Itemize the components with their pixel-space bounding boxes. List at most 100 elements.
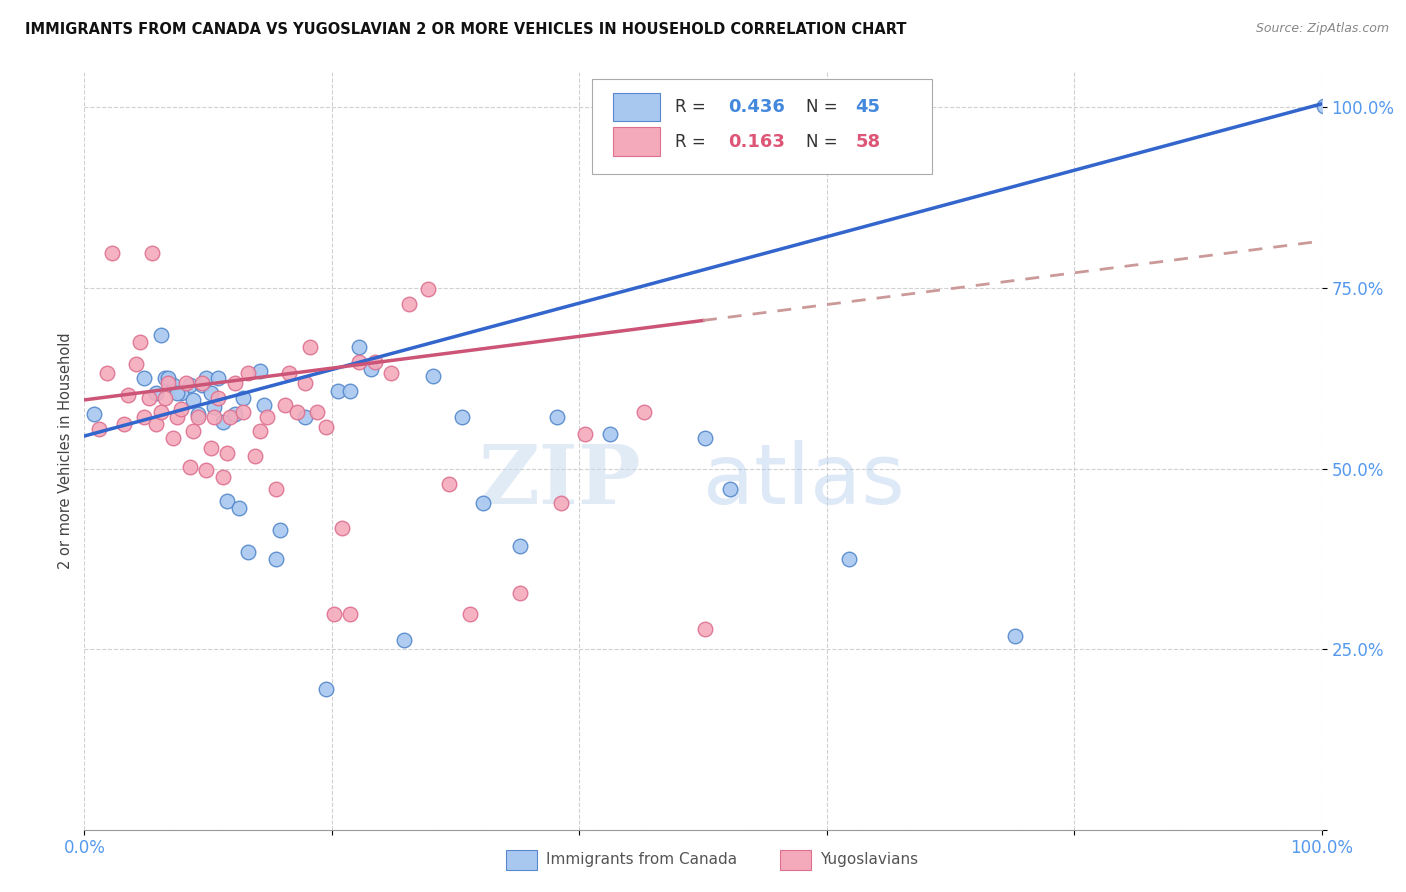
Point	[174, 376, 197, 391]
Point	[243, 449, 266, 463]
Text: Immigrants from Canada: Immigrants from Canada	[546, 853, 737, 867]
Point	[323, 607, 346, 622]
Point	[187, 408, 209, 422]
Point	[450, 409, 472, 424]
Point	[315, 681, 337, 696]
Point	[1313, 99, 1336, 113]
Text: ZIP: ZIP	[478, 441, 641, 521]
Point	[166, 385, 188, 400]
Point	[138, 391, 160, 405]
Point	[232, 405, 254, 419]
Point	[153, 371, 176, 385]
Point	[392, 633, 415, 648]
Point	[633, 405, 655, 419]
Point	[207, 371, 229, 385]
Point	[294, 376, 316, 391]
Point	[471, 496, 494, 510]
Point	[181, 424, 204, 438]
Point	[305, 405, 328, 419]
Point	[170, 385, 193, 400]
Point	[150, 405, 173, 419]
Point	[330, 521, 353, 535]
Point	[212, 415, 235, 429]
Point	[285, 405, 308, 419]
Point	[224, 408, 246, 422]
Point	[228, 501, 250, 516]
Text: Source: ZipAtlas.com: Source: ZipAtlas.com	[1256, 22, 1389, 36]
Point	[96, 366, 118, 380]
Point	[326, 384, 349, 398]
Point	[574, 426, 596, 441]
Point	[181, 392, 204, 407]
Point	[153, 391, 176, 405]
Point	[599, 426, 621, 441]
Point	[145, 417, 167, 431]
Text: 0.163: 0.163	[728, 133, 785, 151]
Point	[194, 463, 217, 477]
Point	[264, 482, 287, 496]
Point	[838, 551, 860, 566]
Point	[294, 409, 316, 424]
Text: 0.436: 0.436	[728, 98, 785, 116]
FancyBboxPatch shape	[613, 128, 659, 156]
Point	[380, 366, 402, 380]
Point	[212, 470, 235, 484]
Point	[117, 388, 139, 402]
Point	[224, 376, 246, 391]
Point	[695, 431, 717, 445]
Text: 45: 45	[855, 98, 880, 116]
Text: atlas: atlas	[703, 441, 904, 521]
FancyBboxPatch shape	[780, 850, 811, 870]
Point	[460, 607, 482, 622]
Text: R =: R =	[675, 98, 710, 116]
Point	[236, 544, 259, 558]
Point	[232, 391, 254, 405]
Point	[347, 340, 370, 354]
Point	[347, 354, 370, 368]
Point	[83, 408, 105, 422]
Point	[219, 409, 242, 424]
Point	[170, 402, 193, 417]
Point	[166, 409, 188, 424]
Point	[439, 477, 461, 491]
FancyBboxPatch shape	[506, 850, 537, 870]
Point	[162, 378, 184, 392]
Point	[422, 369, 444, 384]
Point	[202, 409, 225, 424]
FancyBboxPatch shape	[592, 79, 932, 174]
Text: 58: 58	[855, 133, 880, 151]
Text: R =: R =	[675, 133, 710, 151]
Point	[339, 607, 361, 622]
Point	[360, 362, 382, 376]
Point	[179, 460, 201, 475]
Point	[132, 409, 155, 424]
FancyBboxPatch shape	[613, 93, 659, 121]
Text: IMMIGRANTS FROM CANADA VS YUGOSLAVIAN 2 OR MORE VEHICLES IN HOUSEHOLD CORRELATIO: IMMIGRANTS FROM CANADA VS YUGOSLAVIAN 2 …	[25, 22, 907, 37]
Point	[200, 442, 222, 456]
Point	[269, 523, 291, 537]
Point	[202, 400, 225, 414]
Point	[215, 494, 238, 508]
Point	[249, 364, 271, 378]
Point	[236, 366, 259, 380]
Point	[249, 424, 271, 438]
Point	[100, 246, 122, 260]
Point	[157, 371, 180, 385]
Point	[550, 496, 572, 510]
Point	[194, 371, 217, 385]
Text: N =: N =	[806, 98, 842, 116]
Point	[89, 422, 111, 436]
Point	[191, 378, 214, 392]
Point	[187, 409, 209, 424]
Point	[315, 419, 337, 434]
Point	[179, 378, 201, 392]
Point	[200, 385, 222, 400]
Point	[207, 391, 229, 405]
Point	[695, 622, 717, 636]
Point	[277, 366, 299, 380]
Y-axis label: 2 or more Vehicles in Household: 2 or more Vehicles in Household	[58, 332, 73, 569]
Point	[298, 340, 321, 354]
Point	[1004, 629, 1026, 643]
Point	[398, 297, 420, 311]
Point	[546, 409, 568, 424]
